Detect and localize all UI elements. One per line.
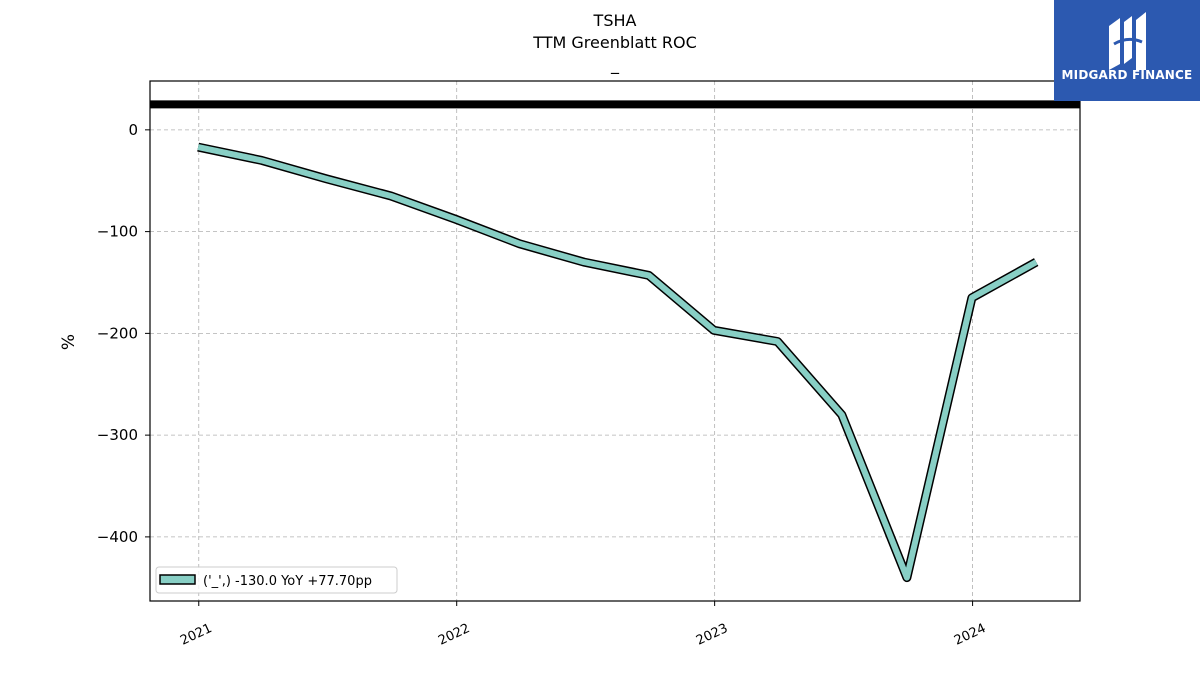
y-axis: 0 −100 −200 −300 −400 [97,121,150,546]
y-tick-label: −200 [97,324,138,342]
y-tick-label: −100 [97,223,138,241]
y-axis-label: % [59,334,79,350]
series-layer [197,142,1039,583]
legend: ('_',) -130.0 YoY +77.70pp [155,566,398,594]
x-tick-label: 2024 [952,621,988,649]
brand-logo: MIDGARD FINANCE [1054,0,1200,101]
y-tick-label: −400 [97,528,138,546]
x-tick-label: 2022 [436,621,472,649]
x-tick-label: 2023 [694,621,730,649]
legend-swatch [159,574,196,585]
chart-title: TSHA [593,11,637,30]
y-tick-label: 0 [128,121,138,139]
series-line [197,144,1038,581]
grid-lines [150,81,1080,601]
series-line-outline [197,142,1039,583]
legend-label: ('_',) -130.0 YoY +77.70pp [203,574,372,589]
legend-box [155,566,398,594]
chart-subtitle-secondary: _ [611,55,619,74]
chart-subtitle: TTM Greenblatt ROC [533,33,697,52]
logo-mark-icon [1109,12,1146,70]
x-axis: 2021 2022 2023 2024 [178,601,988,649]
plot-frame [149,80,1081,602]
y-tick-label: −300 [97,426,138,444]
logo-text: MIDGARD FINANCE [1061,68,1193,82]
x-tick-label: 2021 [178,621,214,649]
